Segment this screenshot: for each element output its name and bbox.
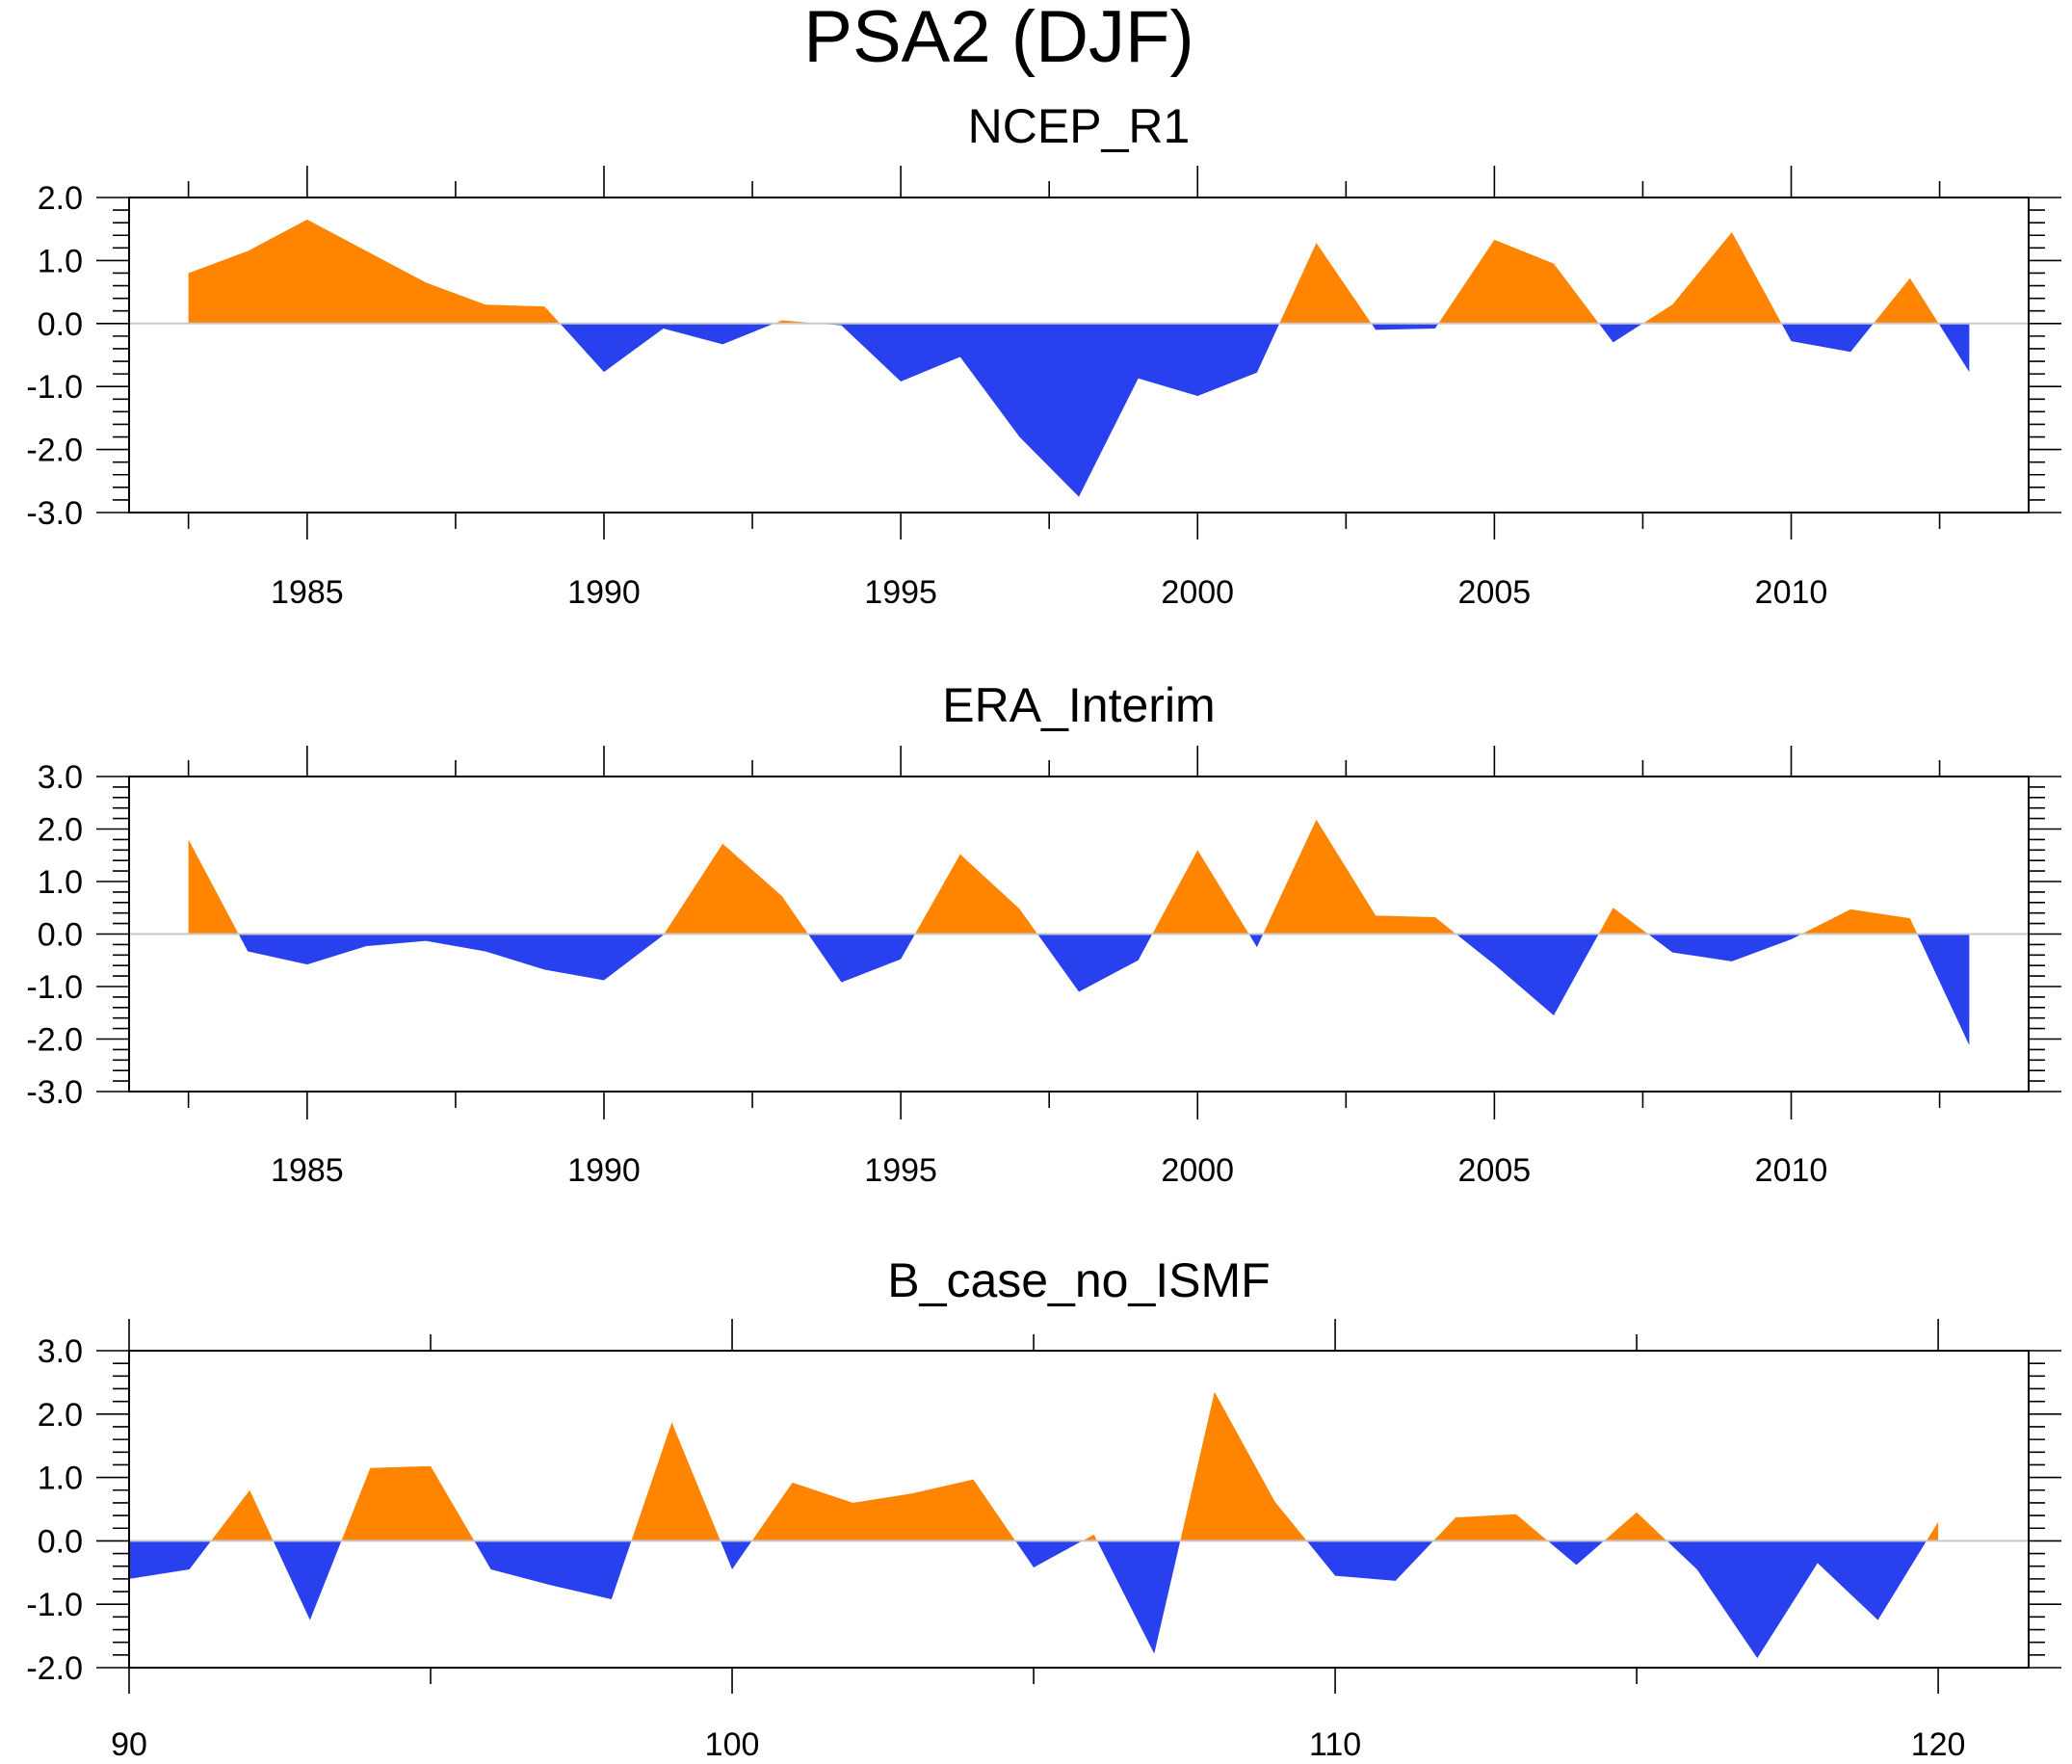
positive-area bbox=[1926, 1521, 1939, 1541]
negative-area bbox=[1248, 934, 1264, 948]
y-tick-label: 3.0 bbox=[38, 1333, 83, 1370]
x-tick-label: 100 bbox=[705, 1726, 760, 1763]
panel-title: ERA_Interim bbox=[942, 678, 1215, 732]
negative-area bbox=[1547, 1540, 1605, 1566]
positive-area bbox=[1433, 1514, 1548, 1541]
x-tick-label: 2000 bbox=[1161, 1152, 1234, 1189]
negative-area bbox=[1598, 323, 1643, 343]
x-tick-label: 2005 bbox=[1458, 1152, 1532, 1189]
positive-area bbox=[1598, 908, 1648, 935]
negative-area bbox=[238, 934, 665, 981]
negative-area bbox=[1938, 323, 1970, 373]
positive-area bbox=[188, 219, 561, 324]
y-tick-label: -1.0 bbox=[26, 969, 83, 1006]
negative-area bbox=[273, 1540, 342, 1620]
y-tick-label: 0.0 bbox=[38, 306, 83, 343]
y-tick-label: 2.0 bbox=[38, 180, 83, 217]
panel-title: NCEP_R1 bbox=[968, 99, 1191, 153]
positive-area bbox=[1642, 231, 1782, 324]
figure-title: PSA2 (DJF) bbox=[803, 0, 1193, 78]
x-tick-label: 2010 bbox=[1755, 574, 1828, 611]
x-tick-label: 1990 bbox=[567, 1152, 641, 1189]
positive-area bbox=[914, 854, 1038, 935]
negative-area bbox=[1096, 1540, 1181, 1654]
negative-area bbox=[819, 323, 1280, 497]
positive-area bbox=[1801, 908, 1918, 935]
positive-area bbox=[1263, 819, 1456, 935]
y-tick-label: 1.0 bbox=[38, 243, 83, 279]
negative-area bbox=[1037, 934, 1153, 992]
y-tick-label: -2.0 bbox=[26, 433, 83, 469]
y-tick-label: 1.0 bbox=[38, 1461, 83, 1497]
positive-area bbox=[1438, 239, 1599, 324]
positive-area bbox=[631, 1422, 721, 1541]
positive-area bbox=[1873, 277, 1939, 324]
negative-area bbox=[1015, 1540, 1083, 1568]
negative-area bbox=[129, 1540, 212, 1579]
area-fills bbox=[188, 819, 1970, 1046]
x-tick-label: 1995 bbox=[864, 1152, 937, 1189]
x-tick-label: 120 bbox=[1911, 1726, 1966, 1763]
positive-area bbox=[1604, 1512, 1667, 1541]
negative-area bbox=[720, 1540, 752, 1570]
x-tick-label: 1985 bbox=[271, 574, 344, 611]
y-tick-label: -3.0 bbox=[26, 495, 83, 532]
y-tick-label: 0.0 bbox=[38, 1523, 83, 1560]
negative-area bbox=[560, 323, 774, 373]
x-tick-label: 110 bbox=[1309, 1726, 1361, 1763]
area-fills bbox=[129, 1391, 1939, 1659]
positive-area bbox=[1279, 243, 1372, 324]
positive-area bbox=[211, 1489, 274, 1541]
y-tick-label: 0.0 bbox=[38, 917, 83, 954]
y-tick-label: -2.0 bbox=[26, 1650, 83, 1687]
y-tick-label: 2.0 bbox=[38, 812, 83, 849]
negative-area bbox=[1917, 934, 1970, 1046]
panels-group: NCEP_R1 -3.0 -2.0 -1.0 0.0 1.0 2.0 1985 1990 1995… bbox=[26, 99, 2061, 1763]
y-tick-label: 3.0 bbox=[38, 759, 83, 796]
negative-area bbox=[474, 1540, 632, 1599]
y-tick-label: 2.0 bbox=[38, 1397, 83, 1434]
negative-area bbox=[1647, 934, 1802, 961]
y-tick-label: -2.0 bbox=[26, 1022, 83, 1059]
y-axis: -2.0 -1.0 0.0 1.0 2.0 3.0 bbox=[26, 1333, 2061, 1687]
negative-area bbox=[807, 934, 915, 983]
plot-frame bbox=[128, 1350, 2030, 1669]
y-tick-label: 1.0 bbox=[38, 864, 83, 901]
y-axis: -3.0 -2.0 -1.0 0.0 1.0 2.0 bbox=[26, 180, 2061, 532]
positive-area bbox=[1180, 1391, 1307, 1541]
positive-area bbox=[1082, 1534, 1097, 1541]
x-axis: 1985 1990 1995 2000 2005 2010 bbox=[187, 166, 1941, 611]
x-tick-label: 1985 bbox=[271, 1152, 344, 1189]
y-axis: -3.0 -2.0 -1.0 0.0 1.0 2.0 3.0 bbox=[26, 759, 2061, 1111]
positive-area bbox=[751, 1479, 1016, 1541]
x-tick-label: 2010 bbox=[1755, 1152, 1828, 1189]
negative-area bbox=[1306, 1540, 1434, 1581]
x-tick-label: 2005 bbox=[1458, 574, 1532, 611]
x-axis: 90 100 110 120 bbox=[111, 1319, 1965, 1763]
y-tick-label: -3.0 bbox=[26, 1074, 83, 1111]
x-tick-label: 1995 bbox=[864, 574, 937, 611]
negative-area bbox=[1666, 1540, 1927, 1659]
panel-title: B_case_no_ISMF bbox=[887, 1253, 1270, 1307]
x-tick-label: 2000 bbox=[1161, 574, 1234, 611]
panel-3: B_case_no_ISMF -2.0 -1.0 0.0 1.0 2.0 3.0 90 100 1… bbox=[26, 1253, 2061, 1763]
negative-area bbox=[1371, 323, 1439, 330]
positive-area bbox=[188, 839, 239, 935]
x-axis: 1985 1990 1995 2000 2005 2010 bbox=[187, 746, 1941, 1189]
panel-1: NCEP_R1 -3.0 -2.0 -1.0 0.0 1.0 2.0 1985 1990 1995… bbox=[26, 99, 2061, 611]
negative-area bbox=[1456, 934, 1599, 1015]
x-tick-label: 1990 bbox=[567, 574, 641, 611]
x-tick-label: 90 bbox=[111, 1726, 147, 1763]
area-fills bbox=[188, 219, 1970, 497]
positive-area bbox=[1152, 850, 1249, 935]
positive-area bbox=[664, 843, 808, 935]
plot-frame bbox=[128, 197, 2030, 513]
y-tick-label: -1.0 bbox=[26, 1587, 83, 1623]
positive-area bbox=[341, 1465, 475, 1541]
negative-area bbox=[1781, 323, 1874, 353]
y-tick-label: -1.0 bbox=[26, 369, 83, 406]
